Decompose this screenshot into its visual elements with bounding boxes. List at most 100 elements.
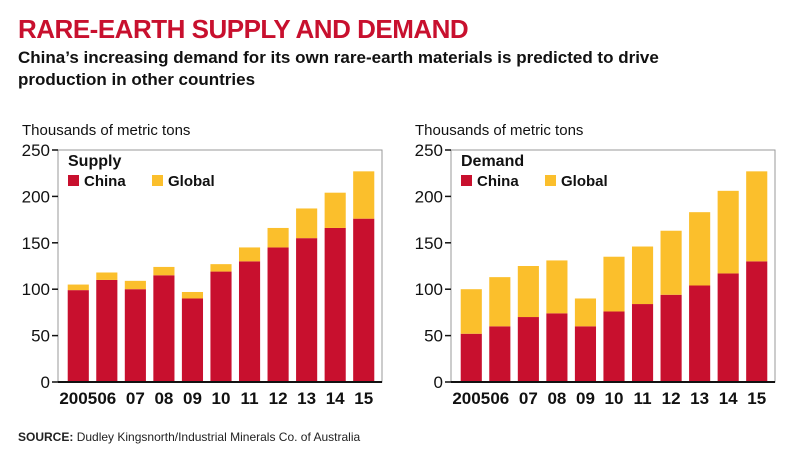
demand-bar-global-10 [603, 256, 625, 312]
demand-x-tick-label: 12 [662, 389, 681, 408]
source-note: SOURCE: Dudley Kingsnorth/Industrial Min… [18, 430, 360, 444]
supply-bar-global-08 [153, 266, 175, 276]
supply-y-tick-label: 0 [41, 373, 50, 392]
supply-x-tick-label: 13 [297, 389, 316, 408]
demand-legend-label-china: China [477, 173, 519, 190]
supply-bar-china-14 [324, 227, 346, 382]
supply-x-tick-label: 07 [126, 389, 145, 408]
chart-title: RARE-EARTH SUPPLY AND DEMAND [18, 14, 469, 44]
supply-bar-china-10 [210, 271, 232, 382]
supply-x-tick-label: 15 [354, 389, 373, 408]
supply-bar-china-09 [181, 298, 204, 382]
demand-x-tick-label: 14 [719, 389, 738, 408]
supply-bar-global-15 [353, 171, 375, 219]
supply-bar-china-08 [153, 275, 175, 382]
demand-bar-china-06 [489, 326, 511, 382]
demand-bar-china-08 [546, 313, 568, 382]
demand-bar-china-07 [517, 317, 539, 382]
demand-chart: 0 50 100 150 200 250 2005 06 07 08 09 10 11 12 13 14 15 D… [415, 142, 776, 408]
supply-bar-china-12 [267, 247, 289, 382]
demand-y-tick-label: 50 [424, 327, 443, 346]
supply-bar-global-07 [124, 280, 146, 290]
chart-subtitle: China’s increasing demand for its own ra… [18, 48, 659, 89]
demand-bar-global-08 [546, 260, 568, 314]
supply-y-tick-label: 250 [22, 142, 50, 160]
supply-bar-china-13 [296, 238, 318, 382]
demand-legend-label-global: Global [561, 173, 608, 190]
demand-x-tick-label: 15 [747, 389, 766, 408]
demand-y-tick-label: 200 [415, 187, 443, 206]
supply-y-tick-label: 200 [22, 187, 50, 206]
supply-bar-global-06 [96, 272, 118, 280]
demand-bar-china-2005 [460, 333, 482, 382]
supply-y-tick-label: 150 [22, 234, 50, 253]
demand-bar-global-2005 [460, 289, 482, 334]
supply-bar-global-13 [296, 208, 318, 239]
demand-bar-global-12 [660, 230, 682, 295]
supply-legend-swatch-global [152, 175, 163, 186]
demand-x-tick-label: 08 [547, 389, 566, 408]
demand-y-tick-label: 250 [415, 142, 443, 160]
supply-chart: 0 50 100 150 200 250 2005 06 07 08 09 10 11 12 13 14 15 S… [22, 142, 383, 408]
supply-bar-china-06 [96, 279, 118, 382]
demand-bar-global-11 [631, 246, 654, 305]
demand-bar-china-11 [631, 304, 654, 382]
supply-bar-china-15 [353, 218, 375, 382]
demand-legend-title: Demand [461, 153, 524, 170]
demand-y-axis-label: Thousands of metric tons [415, 122, 584, 139]
supply-y-tick-label: 100 [22, 280, 50, 299]
supply-x-tick-label: 12 [269, 389, 288, 408]
demand-bar-global-07 [517, 266, 539, 318]
supply-y-tick-label: 50 [31, 327, 50, 346]
demand-x-tick-label: 07 [519, 389, 538, 408]
supply-legend-label-global: Global [168, 173, 215, 190]
supply-legend-label-china: China [84, 173, 126, 190]
supply-bar-china-2005 [67, 290, 89, 382]
demand-bar-china-14 [717, 273, 739, 382]
demand-y-tick-label: 100 [415, 280, 443, 299]
supply-x-tick-label: 10 [212, 389, 231, 408]
source-text: Dudley Kingsnorth/Industrial Minerals Co… [76, 430, 361, 444]
supply-bar-global-12 [267, 227, 289, 248]
supply-x-tick-label: 2005 [59, 389, 97, 408]
supply-x-tick-label: 08 [154, 389, 173, 408]
demand-bar-global-06 [489, 277, 511, 327]
supply-legend-swatch-china [68, 175, 79, 186]
supply-y-axis-label: Thousands of metric tons [22, 122, 191, 139]
supply-x-tick-label: 06 [97, 389, 116, 408]
demand-legend-swatch-china [461, 175, 472, 186]
demand-bar-global-13 [689, 212, 711, 286]
source-label: SOURCE: [18, 430, 74, 444]
demand-x-tick-label: 13 [690, 389, 709, 408]
demand-bar-china-09 [574, 326, 597, 382]
demand-x-tick-label: 2005 [452, 389, 490, 408]
demand-y-tick-label: 150 [415, 234, 443, 253]
demand-legend-swatch-global [545, 175, 556, 186]
demand-bar-china-15 [746, 261, 768, 382]
supply-panel: Thousands of metric tons 0 50 100 150 200 250… [12, 120, 387, 420]
supply-bar-global-2005 [67, 284, 89, 291]
demand-bar-china-13 [689, 285, 711, 382]
demand-panel: Thousands of metric tons 0 50 100 150 200 250… [405, 120, 780, 420]
supply-x-tick-label: 09 [183, 389, 202, 408]
supply-bar-global-14 [324, 192, 346, 228]
supply-bar-china-07 [124, 289, 146, 382]
demand-y-tick-label: 0 [434, 373, 443, 392]
supply-bar-china-11 [238, 261, 261, 382]
supply-x-tick-label: 14 [326, 389, 345, 408]
supply-legend-title: Supply [68, 153, 121, 170]
demand-bar-global-14 [717, 190, 739, 274]
header: RARE-EARTH SUPPLY AND DEMAND China’s inc… [18, 14, 788, 91]
supply-bar-global-11 [238, 247, 261, 262]
demand-x-tick-label: 11 [634, 389, 652, 408]
demand-bar-china-10 [603, 311, 625, 382]
demand-bar-china-12 [660, 294, 682, 382]
demand-x-tick-label: 09 [576, 389, 595, 408]
demand-x-tick-label: 10 [605, 389, 624, 408]
demand-x-tick-label: 06 [490, 389, 509, 408]
demand-bar-global-09 [574, 298, 597, 327]
supply-x-tick-label: 11 [241, 389, 259, 408]
supply-bar-global-10 [210, 264, 232, 272]
demand-bar-global-15 [746, 171, 768, 262]
supply-bar-global-09 [181, 291, 204, 299]
